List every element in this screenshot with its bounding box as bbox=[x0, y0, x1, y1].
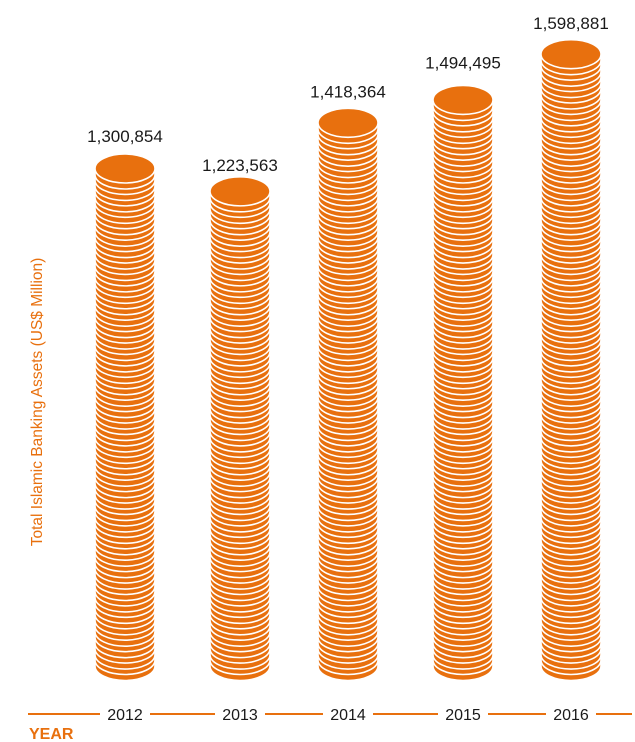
x-tick-label-2013: 2013 bbox=[222, 707, 258, 724]
coin-stack-2016 bbox=[540, 38, 602, 682]
coin-stack-2013 bbox=[209, 176, 271, 682]
value-label-2016: 1,598,881 bbox=[533, 14, 609, 33]
x-axis: 2012 2013 2014 2015 2016 bbox=[28, 703, 632, 725]
tick-label-backing bbox=[323, 703, 373, 725]
coin bbox=[94, 153, 156, 190]
coin bbox=[317, 107, 379, 145]
value-label-2015: 1,494,495 bbox=[425, 53, 501, 72]
coin-stack-2014 bbox=[317, 107, 379, 682]
x-tick-label-2012: 2012 bbox=[107, 707, 143, 724]
coin-stacks bbox=[94, 38, 602, 682]
x-axis-title: YEAR bbox=[29, 726, 74, 742]
tick-label-backing bbox=[546, 703, 596, 725]
value-labels: 1,300,854 1,223,563 1,418,364 1,494,495 1,59… bbox=[87, 14, 609, 175]
coin-stack-2015 bbox=[432, 84, 494, 682]
x-tick-label-2015: 2015 bbox=[445, 707, 481, 724]
coin bbox=[540, 38, 602, 76]
coin-stack-2012 bbox=[94, 153, 156, 682]
coin bbox=[432, 84, 494, 122]
y-axis-title: Total Islamic Banking Assets (US$ Millio… bbox=[29, 258, 46, 547]
x-tick-label-2016: 2016 bbox=[553, 707, 589, 724]
tick-label-backing bbox=[100, 703, 150, 725]
x-tick-label-2014: 2014 bbox=[330, 707, 366, 724]
coin bbox=[209, 176, 271, 213]
value-label-2013: 1,223,563 bbox=[202, 156, 278, 175]
value-label-2012: 1,300,854 bbox=[87, 127, 163, 146]
tick-label-backing bbox=[215, 703, 265, 725]
value-label-2014: 1,418,364 bbox=[310, 82, 386, 101]
tick-label-backing bbox=[438, 703, 488, 725]
